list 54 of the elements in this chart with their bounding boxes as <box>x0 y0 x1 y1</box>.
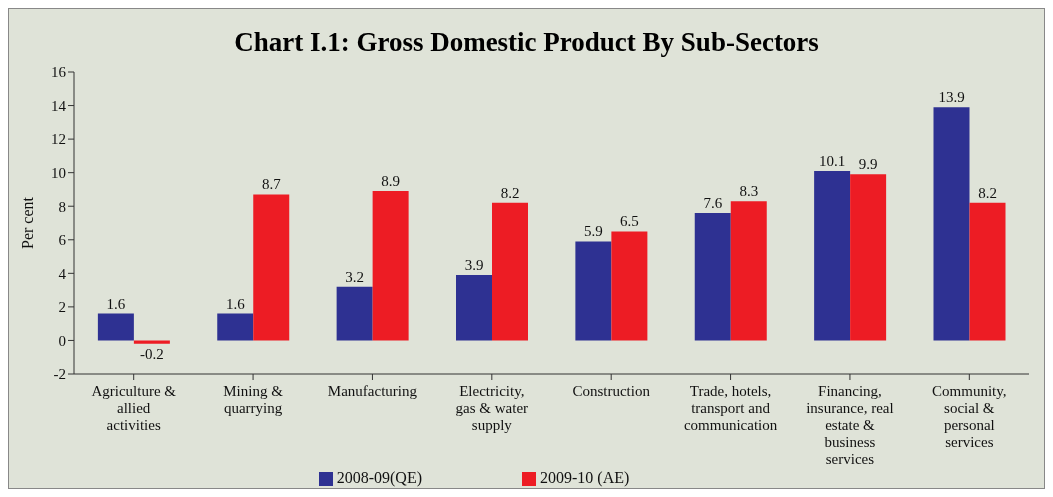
data-label: 9.9 <box>858 156 878 173</box>
data-label: 8.9 <box>381 173 400 190</box>
data-label: 1.6 <box>106 295 126 312</box>
x-tick-label: Manufacturing <box>327 383 418 399</box>
legend-label: 2009-10 (AE) <box>540 469 630 486</box>
y-tick-label: 14 <box>51 97 67 114</box>
data-label: 13.9 <box>938 89 965 106</box>
bar <box>814 170 851 341</box>
x-tick-label: Trade, hotels, transport and communication <box>683 383 778 433</box>
bar <box>730 201 767 341</box>
data-label: 3.2 <box>345 268 364 285</box>
bar <box>372 191 409 341</box>
bar <box>97 313 134 341</box>
bar <box>611 231 648 341</box>
data-label: 6.5 <box>620 213 639 230</box>
bar <box>253 194 290 341</box>
x-tick-label: Electricity, gas & water supply <box>455 383 529 433</box>
y-tick-label: -2 <box>53 366 66 383</box>
data-label: 8.7 <box>261 176 282 193</box>
bar <box>933 107 970 341</box>
data-label: 8.2 <box>978 184 997 201</box>
y-tick-label: 6 <box>58 232 67 249</box>
x-tick-label: Agriculture & allied activities <box>91 383 177 433</box>
bar <box>492 202 528 341</box>
x-tick-label: Community, social & personal services <box>932 383 1007 450</box>
data-label: 5.9 <box>584 223 603 240</box>
data-label: 8.2 <box>500 184 520 201</box>
bar <box>456 275 492 341</box>
bar <box>217 313 254 341</box>
y-tick-label: 2 <box>58 299 66 316</box>
bar <box>850 174 887 341</box>
data-label: 10.1 <box>819 152 846 169</box>
data-label: -0.2 <box>140 346 164 363</box>
x-tick-label: Construction <box>572 383 651 399</box>
y-tick-label: 8 <box>58 198 66 215</box>
data-label: 3.9 <box>464 257 484 274</box>
bar <box>575 241 612 341</box>
x-tick-label: Financing, insurance, real estate & business services <box>806 383 894 467</box>
y-axis-title: Per cent <box>18 196 36 249</box>
chart-title: Chart I.1: Gross Domestic Product By Sub-Sectors <box>234 27 819 57</box>
x-tick-label: Mining & quarrying <box>223 383 284 416</box>
bar <box>694 212 731 341</box>
y-tick-label: 0 <box>58 332 66 349</box>
bar <box>969 202 1006 341</box>
legend-label: 2008-09(QE) <box>336 469 422 486</box>
y-tick-label: 16 <box>51 64 67 81</box>
y-tick-label: 4 <box>58 265 67 282</box>
bar <box>133 340 170 344</box>
bar <box>336 286 373 341</box>
data-label: 7.6 <box>703 194 723 211</box>
data-label: 8.3 <box>739 183 759 200</box>
y-tick-label: 10 <box>51 164 66 181</box>
data-label: 1.6 <box>225 295 246 312</box>
y-tick-label: 12 <box>51 131 66 148</box>
